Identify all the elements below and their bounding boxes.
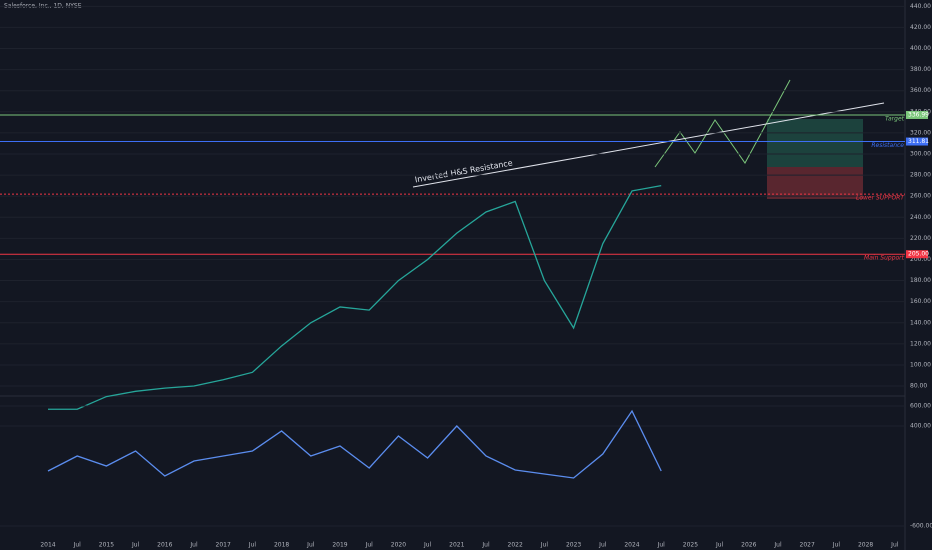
x-tick-label: Jul bbox=[73, 542, 82, 549]
x-tick-label: Jul bbox=[773, 542, 782, 549]
target-zone bbox=[767, 119, 863, 167]
x-tick-label: Jul bbox=[189, 542, 198, 549]
y-tick-label: 300.00 bbox=[910, 150, 931, 157]
stop-zone bbox=[767, 167, 863, 199]
y-tick-label: 100.00 bbox=[910, 361, 931, 368]
x-tick-label: Jul bbox=[306, 542, 315, 549]
x-tick-label: 2021 bbox=[449, 542, 464, 549]
x-tick-label: 2016 bbox=[157, 542, 172, 549]
x-tick-label: Jul bbox=[598, 542, 607, 549]
y-tick-label: 140.00 bbox=[910, 319, 931, 326]
y-tick-label: 320.00 bbox=[910, 129, 931, 136]
x-tick-label: 2020 bbox=[391, 542, 406, 549]
level-name: Lower SUPPORT bbox=[856, 195, 905, 202]
y-tick-label: 440.00 bbox=[910, 3, 931, 10]
x-tick-label: Jul bbox=[832, 542, 841, 549]
price-tag bbox=[906, 250, 928, 259]
y-tick-label: 200.00 bbox=[910, 256, 931, 263]
x-tick-label: Jul bbox=[365, 542, 374, 549]
x-tick-label: 2022 bbox=[508, 542, 523, 549]
x-tick-label: Jul bbox=[131, 542, 140, 549]
y-tick-label: -600.00 bbox=[910, 523, 932, 530]
x-tick-label: Jul bbox=[248, 542, 257, 549]
x-tick-label: 2027 bbox=[800, 542, 815, 549]
x-tick-label: Jul bbox=[657, 542, 666, 549]
y-tick-label: 400.00 bbox=[910, 45, 931, 52]
y-tick-label: 180.00 bbox=[910, 277, 931, 284]
y-tick-label: 420.00 bbox=[910, 24, 931, 31]
level-name: Target bbox=[885, 115, 905, 122]
x-tick-label: 2024 bbox=[624, 542, 639, 549]
x-tick-label: 2014 bbox=[40, 542, 55, 549]
x-tick-label: Jul bbox=[540, 542, 549, 549]
x-tick-label: 2026 bbox=[741, 542, 756, 549]
y-tick-label: 380.00 bbox=[910, 66, 931, 73]
y-tick-label: 240.00 bbox=[910, 214, 931, 221]
x-tick-label: 2019 bbox=[332, 542, 347, 549]
x-tick-label: 2017 bbox=[216, 542, 231, 549]
y-tick-label: 400.00 bbox=[910, 423, 931, 430]
x-tick-label: 2015 bbox=[99, 542, 114, 549]
y-tick-label: 600.00 bbox=[910, 403, 931, 410]
x-tick-label: 2018 bbox=[274, 542, 289, 549]
y-tick-label: 360.00 bbox=[910, 87, 931, 94]
y-tick-label: 260.00 bbox=[910, 193, 931, 200]
series-line bbox=[48, 184, 662, 410]
price-tag-label: 336.99 bbox=[908, 111, 929, 118]
y-tick-label: 80.00 bbox=[910, 383, 927, 390]
x-tick-label: 2023 bbox=[566, 542, 581, 549]
trend-line bbox=[412, 102, 885, 188]
series-line bbox=[47, 409, 662, 479]
x-tick-label: Jul bbox=[423, 542, 432, 549]
x-tick-label: 2028 bbox=[858, 542, 873, 549]
price-tag-label: 205.00 bbox=[908, 251, 929, 258]
level-name: Resistance bbox=[871, 142, 904, 149]
y-tick-label: 120.00 bbox=[910, 340, 931, 347]
price-tag-label: 311.81 bbox=[908, 138, 929, 145]
y-tick-label: 280.00 bbox=[910, 172, 931, 179]
level-name: Main Support bbox=[864, 255, 905, 262]
x-tick-label: Jul bbox=[890, 542, 899, 549]
price-tag bbox=[906, 110, 928, 119]
x-tick-label: Jul bbox=[481, 542, 490, 549]
y-tick-label: 160.00 bbox=[910, 298, 931, 305]
x-tick-label: Jul bbox=[715, 542, 724, 549]
projection bbox=[654, 79, 791, 168]
x-tick-label: 2025 bbox=[683, 542, 698, 549]
y-tick-label: 220.00 bbox=[910, 235, 931, 242]
price-tag bbox=[906, 137, 928, 146]
